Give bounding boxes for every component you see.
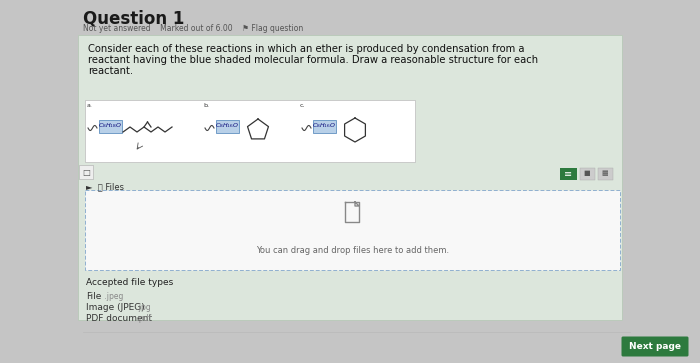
Text: $C_8H_{16}O$: $C_8H_{16}O$ (215, 122, 239, 130)
FancyBboxPatch shape (216, 119, 239, 132)
Text: reactant having the blue shaded molecular formula. Draw a reasonable structure f: reactant having the blue shaded molecula… (88, 55, 538, 65)
Bar (85, 100, 415, 162)
Text: ►  📂 Files: ► 📂 Files (86, 182, 124, 191)
Text: b.: b. (203, 103, 209, 108)
Text: c.: c. (300, 103, 305, 108)
Text: □: □ (82, 167, 90, 176)
FancyBboxPatch shape (79, 165, 93, 179)
Text: reactant.: reactant. (88, 66, 133, 76)
Text: Consider each of these reactions in which an ether is produced by condensation f: Consider each of these reactions in whic… (88, 44, 524, 54)
Text: $C_8H_{16}O$: $C_8H_{16}O$ (312, 122, 336, 130)
Text: .jpg: .jpg (134, 303, 150, 312)
Text: You can drag and drop files here to add them.: You can drag and drop files here to add … (256, 246, 449, 255)
Text: File: File (86, 292, 101, 301)
Text: a.: a. (87, 103, 93, 108)
Text: Accepted file types: Accepted file types (86, 278, 174, 287)
Text: Not yet answered    Marked out of 6.00    ⚑ Flag question: Not yet answered Marked out of 6.00 ⚑ Fl… (83, 24, 303, 33)
FancyBboxPatch shape (598, 167, 612, 179)
Text: ■: ■ (584, 171, 590, 176)
FancyBboxPatch shape (622, 337, 689, 356)
Text: $C_8H_{18}O$: $C_8H_{18}O$ (98, 122, 122, 130)
Text: PDF document: PDF document (86, 314, 152, 323)
Bar (85, 190, 620, 270)
Text: .jpeg: .jpeg (102, 292, 123, 301)
Text: Next page: Next page (629, 342, 681, 351)
Text: Image (JPEG): Image (JPEG) (86, 303, 145, 312)
FancyBboxPatch shape (580, 167, 594, 179)
FancyBboxPatch shape (559, 167, 577, 179)
FancyBboxPatch shape (312, 119, 335, 132)
FancyBboxPatch shape (99, 119, 122, 132)
Bar (78, 35, 622, 320)
Text: ≡: ≡ (564, 168, 572, 179)
Text: .pdf: .pdf (134, 314, 151, 323)
Text: Question 1: Question 1 (83, 10, 184, 28)
Text: ▦: ▦ (602, 171, 608, 176)
